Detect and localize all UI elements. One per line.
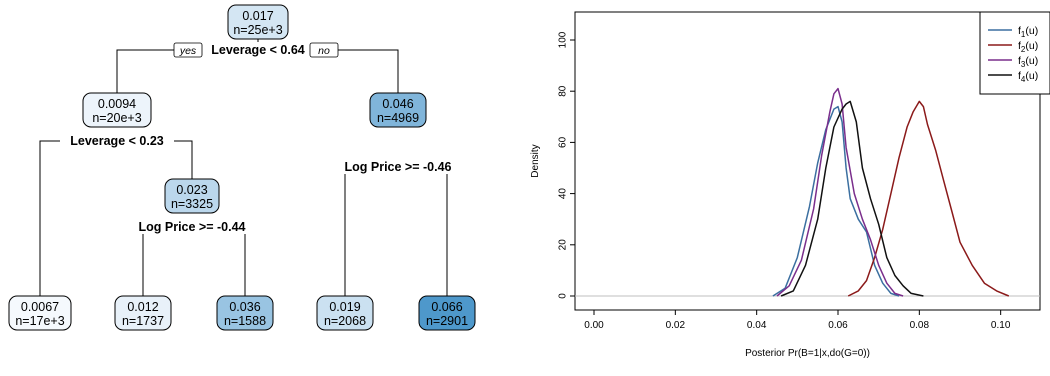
split-label-left-bg [60, 133, 174, 148]
node-value-leaf1: 0.0067 [21, 300, 59, 314]
x-tick-label-5: 0.10 [991, 320, 1011, 331]
series-line-2 [847, 100, 1010, 297]
node-value-leaf5: 0.066 [431, 300, 462, 314]
yes-tag-text: yes [179, 45, 197, 57]
y-tick-label-2: 40 [558, 188, 569, 200]
split-label-mid-bg [124, 219, 260, 234]
y-tick-label-0: 0 [558, 293, 569, 299]
split-label-root: Leverage < 0.64 [201, 42, 315, 57]
split-label-root-bg [201, 42, 315, 57]
edge-left-split [39, 140, 193, 296]
regression-tree: Leverage < 0.64 Leverage < 0.23 Log Price … [0, 0, 520, 371]
node-value-leaf2: 0.012 [127, 300, 158, 314]
split-label-left-text: Leverage < 0.23 [70, 134, 164, 148]
legend-label-4: f4(u) [1018, 70, 1038, 84]
node-count-left: n=20e+3 [92, 111, 141, 125]
no-tag: no [309, 42, 339, 58]
split-label-right-text: Log Price >= -0.46 [345, 160, 452, 174]
series-group [772, 87, 1010, 297]
node-value-right: 0.046 [382, 97, 413, 111]
node-value-left: 0.0094 [98, 97, 136, 111]
split-label-right-bg [330, 159, 466, 174]
node-count-leaf3: n=1588 [224, 314, 266, 328]
series-line-4 [780, 100, 924, 297]
y-axis-label: Density [530, 144, 541, 177]
node-box-leaf2 [114, 295, 172, 331]
tree-canvas: Leverage < 0.64 Leverage < 0.23 Log Price … [8, 4, 476, 331]
node-value-mid: 0.023 [176, 183, 207, 197]
no-tag-box [309, 42, 339, 58]
plot-frame [574, 11, 1041, 311]
node-value-root: 0.017 [242, 9, 273, 23]
node-value-leaf4: 0.019 [329, 300, 360, 314]
split-label-root-text: Leverage < 0.64 [211, 43, 305, 57]
edge-right-split [344, 166, 448, 296]
node-count-leaf2: n=1737 [122, 314, 164, 328]
node-count-leaf5: n=2901 [426, 314, 468, 328]
y-axis: 0 20 40 60 80 100 Density [530, 31, 575, 299]
node-count-mid: n=3325 [171, 197, 213, 211]
legend-label-1: f1(u) [1018, 25, 1038, 39]
y-tick-label-5: 100 [558, 31, 569, 48]
x-tick-label-4: 0.08 [910, 320, 930, 331]
legend-label-3: f3(u) [1018, 55, 1038, 69]
no-tag-text: no [318, 45, 330, 57]
node-count-right: n=4969 [377, 111, 419, 125]
node-count-root: n=25e+3 [233, 23, 282, 37]
x-tick-label-2: 0.04 [747, 320, 767, 331]
split-label-mid: Log Price >= -0.44 [124, 219, 260, 234]
density-plot: 0.00 0.02 0.04 0.06 0.08 0.10 Posterior Pr(B=1… [520, 0, 1050, 371]
y-tick-label-4: 80 [558, 85, 569, 97]
split-label-left: Leverage < 0.23 [60, 133, 174, 148]
y-tick-label-1: 20 [558, 239, 569, 251]
node-value-leaf3: 0.036 [229, 300, 260, 314]
legend-box [979, 11, 1050, 95]
x-tick-label-0: 0.00 [584, 320, 604, 331]
legend-label-2: f2(u) [1018, 40, 1038, 54]
node-box-left [82, 92, 152, 128]
density-canvas: 0.00 0.02 0.04 0.06 0.08 0.10 Posterior Pr(B=1… [530, 11, 1050, 359]
series-line-1 [772, 105, 900, 297]
yes-tag-box [173, 42, 203, 58]
node-count-leaf4: n=2068 [324, 314, 366, 328]
node-box-leaf1 [8, 295, 72, 331]
legend: f1(u)f2(u)f3(u)f4(u) [979, 11, 1050, 95]
series-line-3 [776, 87, 904, 297]
node-count-leaf1: n=17e+3 [15, 314, 64, 328]
x-tick-label-3: 0.06 [828, 320, 848, 331]
node-box-root [227, 4, 289, 40]
node-box-leaf5 [418, 295, 476, 331]
yes-tag: yes [173, 42, 203, 58]
node-box-mid [164, 178, 220, 214]
split-label-right: Log Price >= -0.46 [330, 159, 466, 174]
node-box-right [369, 92, 427, 128]
x-axis-label: Posterior Pr(B=1|x,do(G=0)) [745, 348, 870, 359]
node-box-leaf3 [216, 295, 274, 331]
y-tick-label-3: 60 [558, 136, 569, 148]
edge-mid-split [142, 226, 246, 296]
x-tick-label-1: 0.02 [666, 320, 686, 331]
split-label-mid-text: Log Price >= -0.44 [139, 220, 246, 234]
node-box-leaf4 [316, 295, 374, 331]
x-axis: 0.00 0.02 0.04 0.06 0.08 0.10 Posterior Pr(B=1… [584, 310, 1011, 359]
